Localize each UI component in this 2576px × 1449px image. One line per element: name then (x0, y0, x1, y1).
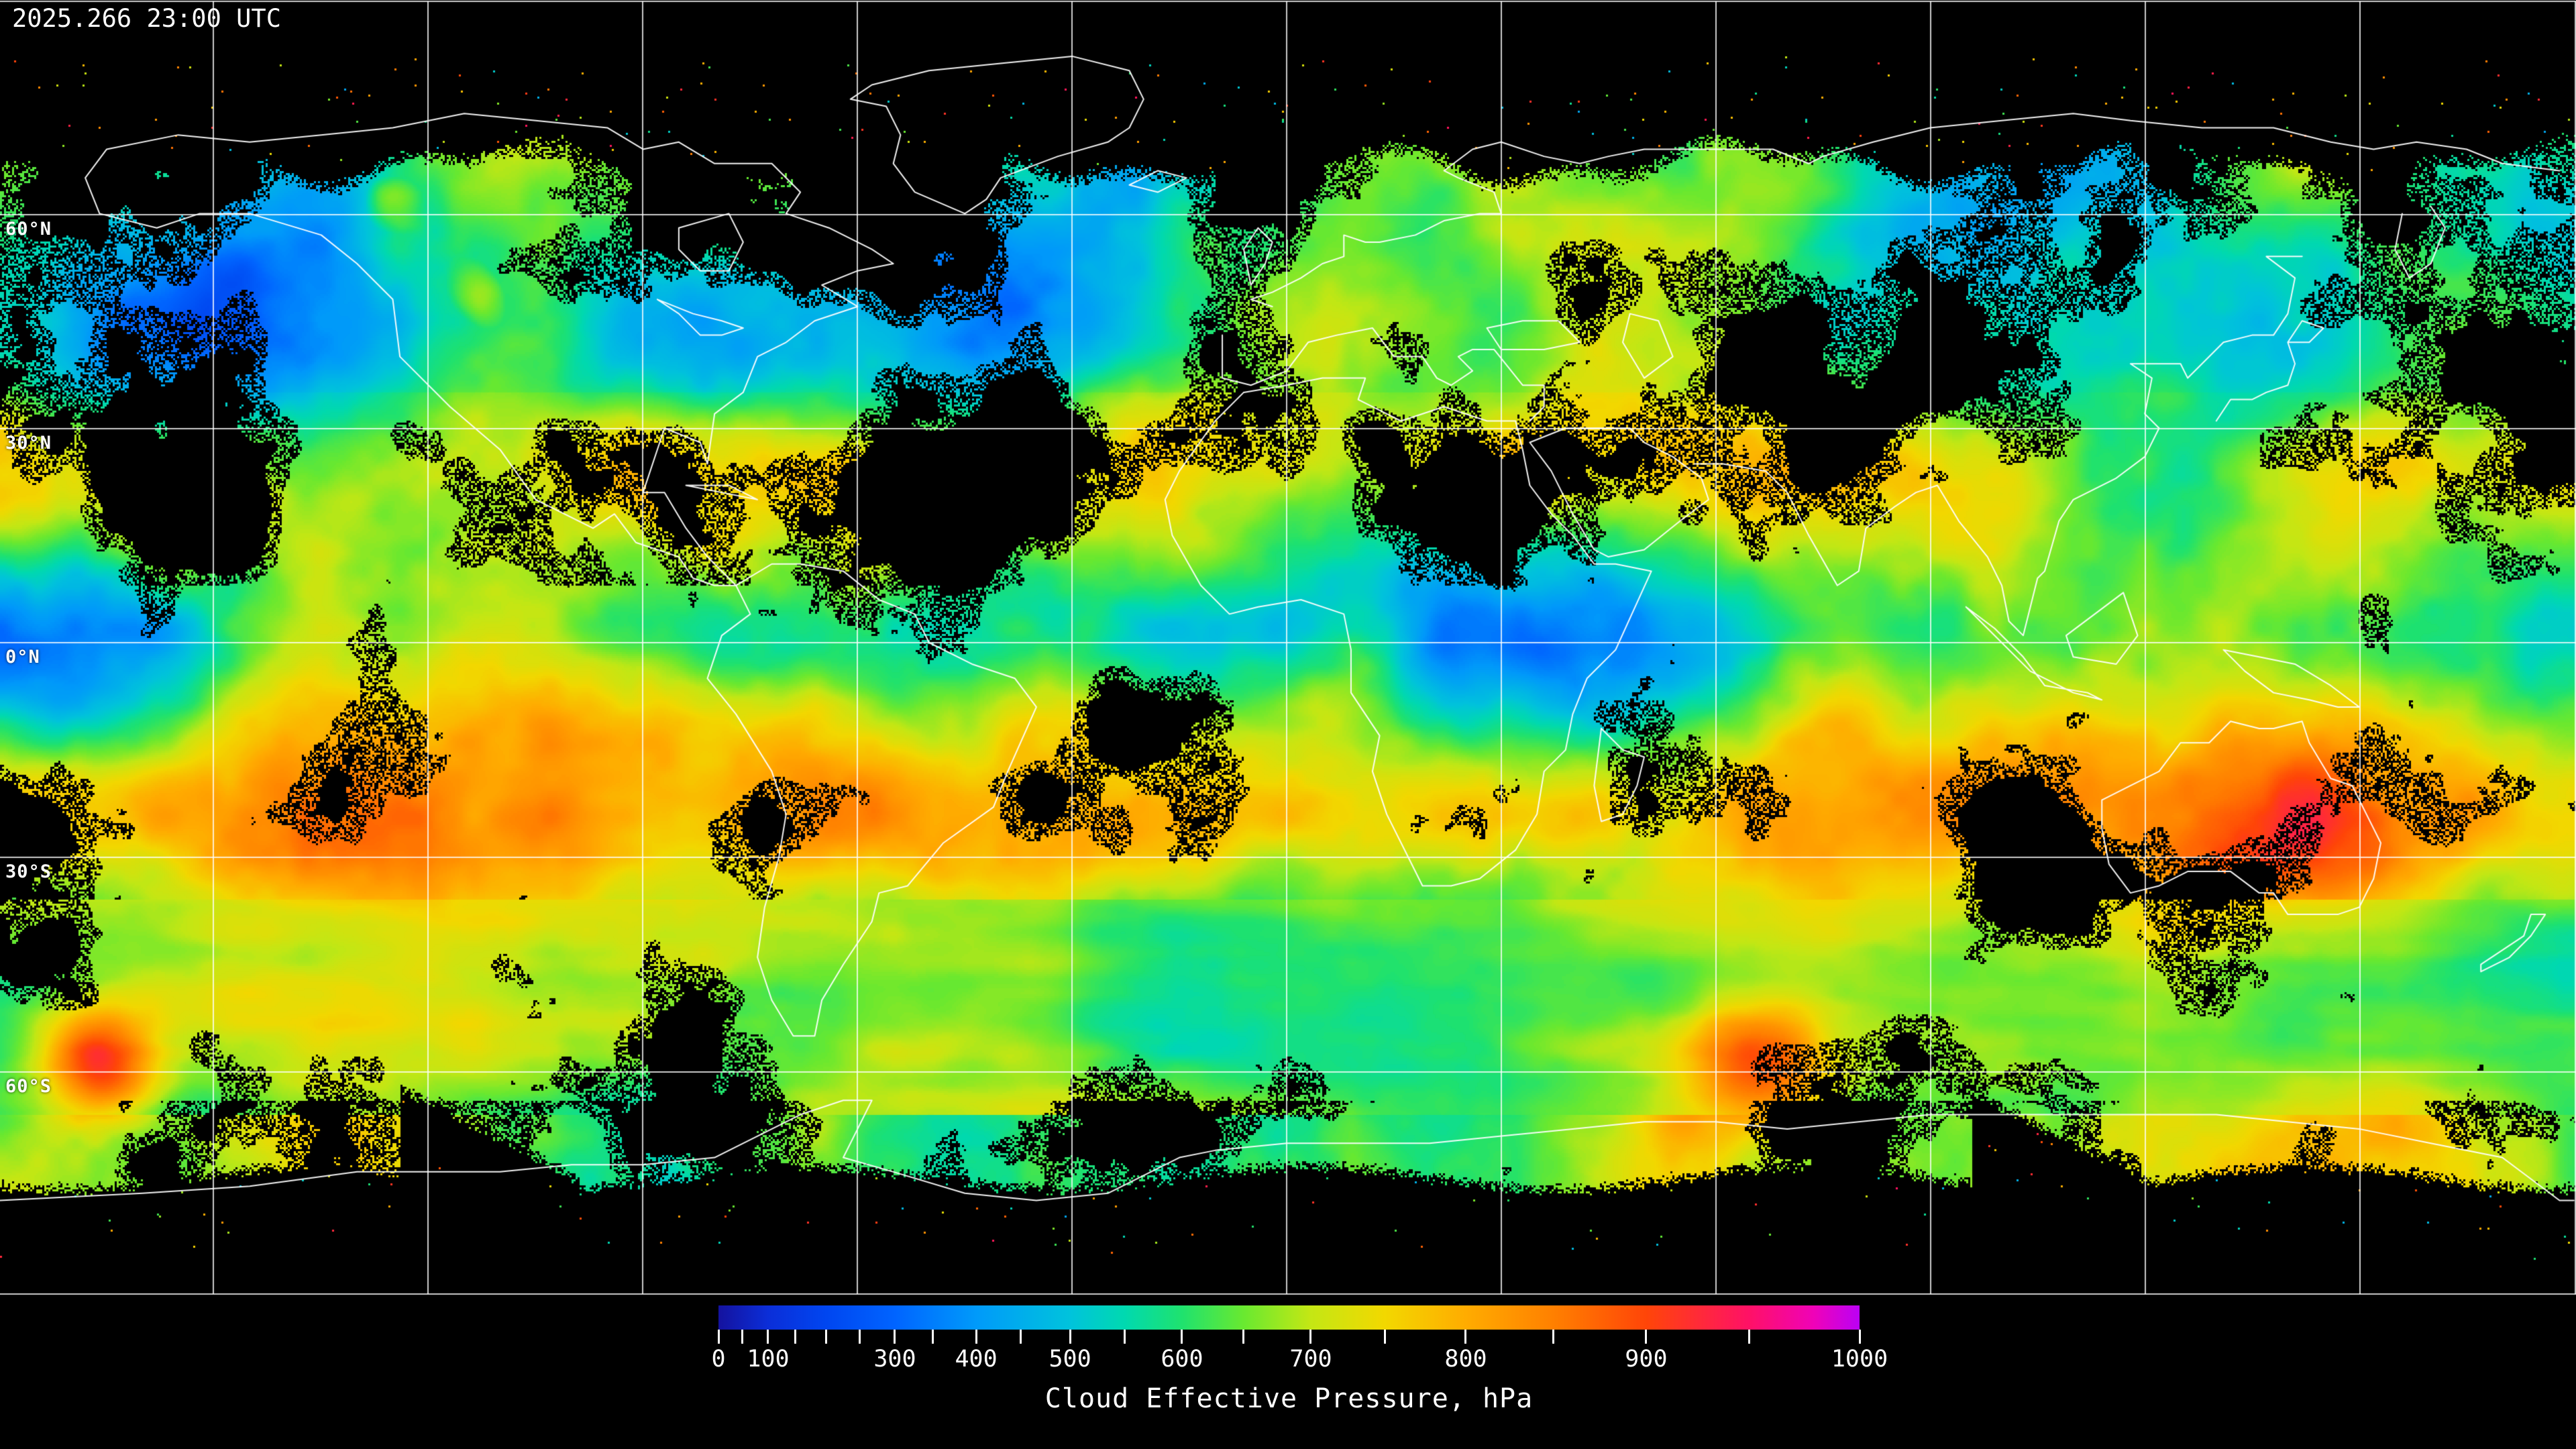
colorbar-tick-label-800: 800 (1444, 1346, 1487, 1373)
colorbar-minor-tick (858, 1330, 861, 1344)
lat-label-0: 60°N (5, 219, 52, 239)
colorbar-tick-label-100: 100 (747, 1346, 790, 1373)
colorbar-minor-tick (1748, 1330, 1750, 1344)
colorbar-minor-tick (1552, 1330, 1554, 1344)
colorbar-minor-tick (794, 1330, 797, 1344)
colorbar-tick-label-500: 500 (1049, 1346, 1091, 1373)
colorbar-minor-tick (825, 1330, 828, 1344)
colorbar-tick-600 (1181, 1330, 1183, 1344)
colorbar-tick-800 (1464, 1330, 1467, 1344)
colorbar-tick-label-900: 900 (1625, 1346, 1668, 1373)
colorbar-tick-label-300: 300 (873, 1346, 916, 1373)
colorbar-tick-1000 (1858, 1330, 1861, 1344)
colorbar-tick-500 (1069, 1330, 1071, 1344)
colorbar-tick-label-1000: 1000 (1831, 1346, 1888, 1373)
colorbar-tick-label-400: 400 (955, 1346, 998, 1373)
colorbar-tick-label-700: 700 (1289, 1346, 1332, 1373)
colorbar-tick-label-0: 0 (711, 1346, 726, 1373)
colorbar-gradient (718, 1305, 1860, 1330)
colorbar-tick-300 (894, 1330, 896, 1344)
colorbar-minor-tick (741, 1330, 743, 1344)
colorbar-minor-tick (1383, 1330, 1386, 1344)
lat-label-3: 30°S (5, 861, 52, 882)
colorbar-title: Cloud Effective Pressure, hPa (1044, 1383, 1534, 1414)
colorbar-minor-tick (1020, 1330, 1022, 1344)
cloud-pressure-map-canvas (0, 0, 2576, 1296)
lat-label-4: 60°S (5, 1076, 52, 1097)
colorbar-minor-tick (932, 1330, 934, 1344)
colorbar-minor-tick (1242, 1330, 1245, 1344)
colorbar-tick-100 (767, 1330, 769, 1344)
colorbar-tick-900 (1645, 1330, 1648, 1344)
colorbar-tick-400 (975, 1330, 977, 1344)
lat-label-1: 30°N (5, 433, 52, 453)
colorbar-tick-0 (717, 1330, 720, 1344)
colorbar-tick-700 (1309, 1330, 1312, 1344)
timestamp: 2025.266 23:00 UTC (12, 4, 281, 33)
lat-label-2: 0°N (5, 647, 40, 667)
colorbar-tick-label-600: 600 (1161, 1346, 1203, 1373)
colorbar-minor-tick (1123, 1330, 1126, 1344)
